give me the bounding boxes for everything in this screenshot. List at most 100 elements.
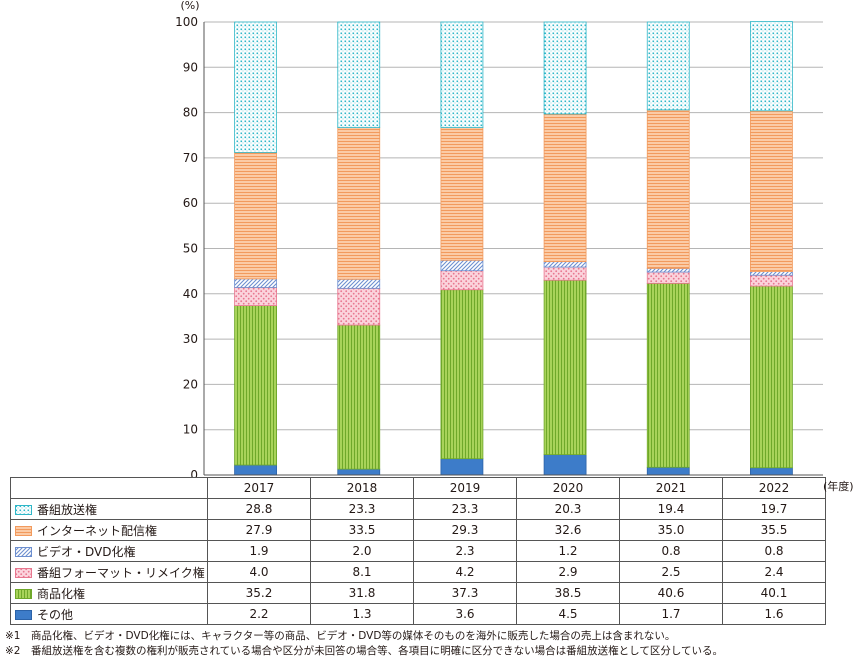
bar-segment xyxy=(234,21,277,153)
bar-segment xyxy=(234,152,277,280)
table-cell: 27.9 xyxy=(207,519,311,541)
bar-2022 xyxy=(750,21,793,476)
grid-lines xyxy=(204,21,823,431)
bar-2018 xyxy=(337,21,381,476)
bar-segment xyxy=(646,282,690,468)
table-cell: 2.9 xyxy=(516,561,620,583)
bar-segment xyxy=(646,21,690,111)
table-cell: 4.2 xyxy=(413,561,517,583)
table-cell: 35.0 xyxy=(619,519,723,541)
bar-segment xyxy=(543,279,587,456)
table-cell: 1.7 xyxy=(619,603,723,625)
year-header: 2019 xyxy=(413,477,517,499)
bar-segment xyxy=(750,285,793,469)
row-label: その他 xyxy=(10,603,208,625)
y-tick-label: 30 xyxy=(183,332,198,346)
year-header: 2017 xyxy=(207,477,311,499)
row-label: ビデオ・DVD化権 xyxy=(10,540,208,562)
table-cell: 2.2 xyxy=(207,603,311,625)
data-table: 2017 2018 2019 2020 2021 2022 番組放送権 28.8 23.3 23.… xyxy=(10,477,826,625)
y-tick-label: 70 xyxy=(183,151,198,165)
table-row: 番組フォーマット・リメイク権 4.0 8.1 4.2 2.9 2.5 2.4 xyxy=(10,561,826,583)
table-cell: 2.3 xyxy=(413,540,517,562)
footnotes: ※1 商品化権、ビデオ・DVD化権には、キャラクター等の商品、ビデオ・DVD等の媒… xyxy=(5,629,723,659)
bar-segment xyxy=(750,274,793,287)
row-label-text: 商品化権 xyxy=(37,586,86,601)
y-tick-label: 50 xyxy=(183,242,198,256)
table-cell: 4.0 xyxy=(207,561,311,583)
bar-segment xyxy=(337,468,381,476)
bar-segment xyxy=(543,454,587,476)
bar-segment xyxy=(543,261,587,268)
table-cell: 32.6 xyxy=(516,519,620,541)
table-cell: 23.3 xyxy=(413,498,517,520)
table-row: インターネット配信権 27.9 33.5 29.3 32.6 35.0 35.5 xyxy=(10,519,826,541)
table-cell: 1.6 xyxy=(722,603,826,625)
bar-segment xyxy=(440,127,484,261)
row-label-text: その他 xyxy=(37,607,74,622)
bar-2017 xyxy=(234,21,277,476)
bar-segment xyxy=(234,305,277,466)
bar-segment xyxy=(750,467,793,476)
y-tick-label: 90 xyxy=(183,60,198,74)
row-label-text: 番組フォーマット・リメイク権 xyxy=(37,565,205,580)
y-tick-label: 20 xyxy=(183,377,198,391)
table-cell: 35.5 xyxy=(722,519,826,541)
legend-swatch xyxy=(15,609,32,620)
table-cell: 20.3 xyxy=(516,498,620,520)
bar-segment xyxy=(440,270,484,291)
legend-swatch xyxy=(15,588,32,599)
y-tick-label: 60 xyxy=(183,196,198,210)
bar-segment xyxy=(646,109,690,269)
row-label: 番組放送権 xyxy=(10,498,208,520)
bar-segment xyxy=(234,464,277,476)
year-header: 2021 xyxy=(619,477,723,499)
row-label-text: ビデオ・DVD化権 xyxy=(37,544,136,559)
table-cell: 2.4 xyxy=(722,561,826,583)
table-row: 番組放送権 28.8 23.3 23.3 20.3 19.4 19.7 xyxy=(10,498,826,520)
table-cell: 29.3 xyxy=(413,519,517,541)
bar-segment xyxy=(337,324,381,470)
row-label: 商品化権 xyxy=(10,582,208,604)
bar-segment xyxy=(750,21,793,112)
y-axis-label: (%) xyxy=(180,0,199,12)
bar-segment xyxy=(337,127,381,280)
table-cell: 4.5 xyxy=(516,603,620,625)
table-cell: 0.8 xyxy=(722,540,826,562)
y-tick-label: 0 xyxy=(190,468,198,478)
year-header: 2022 xyxy=(722,477,826,499)
table-cell: 19.7 xyxy=(722,498,826,520)
table-corner xyxy=(10,477,208,499)
bar-segment xyxy=(646,268,690,273)
bar-segment xyxy=(337,287,381,326)
year-header: 2018 xyxy=(310,477,414,499)
table-cell: 40.6 xyxy=(619,582,723,604)
bar-2019 xyxy=(440,21,484,476)
table-cell: 19.4 xyxy=(619,498,723,520)
row-label: 番組フォーマット・リメイク権 xyxy=(10,561,208,583)
y-tick-label: 80 xyxy=(183,106,198,120)
x-axis-unit: (年度) xyxy=(823,480,854,493)
table-row: ビデオ・DVD化権 1.9 2.0 2.3 1.2 0.8 0.8 xyxy=(10,540,826,562)
row-label-text: 番組放送権 xyxy=(37,502,98,517)
bar-segment xyxy=(440,289,484,460)
bar-segment xyxy=(337,21,381,128)
table-row: 商品化権 35.2 31.8 37.3 38.5 40.6 40.1 xyxy=(10,582,826,604)
table-cell: 2.5 xyxy=(619,561,723,583)
table-cell: 3.6 xyxy=(413,603,517,625)
row-label-text: インターネット配信権 xyxy=(37,523,158,538)
bar-segment xyxy=(440,21,484,128)
bar-segment xyxy=(543,21,587,115)
bar-segment xyxy=(646,466,690,476)
table-header-row: 2017 2018 2019 2020 2021 2022 xyxy=(10,477,826,499)
bar-segment xyxy=(234,278,277,288)
legend-swatch xyxy=(15,546,32,557)
bar-segment xyxy=(543,113,587,263)
bar-segment xyxy=(750,271,793,276)
table-cell: 8.1 xyxy=(310,561,414,583)
footnote-2: ※2 番組放送権を含む複数の権利が販売されている場合や区分が未回答の場合等、各項目… xyxy=(5,645,724,657)
stacked-bar-chart: 0 10 20 30 40 50 60 70 80 90 100 (%) xyxy=(175,0,823,478)
legend-swatch xyxy=(15,504,32,515)
table-cell: 1.2 xyxy=(516,540,620,562)
table-cell: 38.5 xyxy=(516,582,620,604)
